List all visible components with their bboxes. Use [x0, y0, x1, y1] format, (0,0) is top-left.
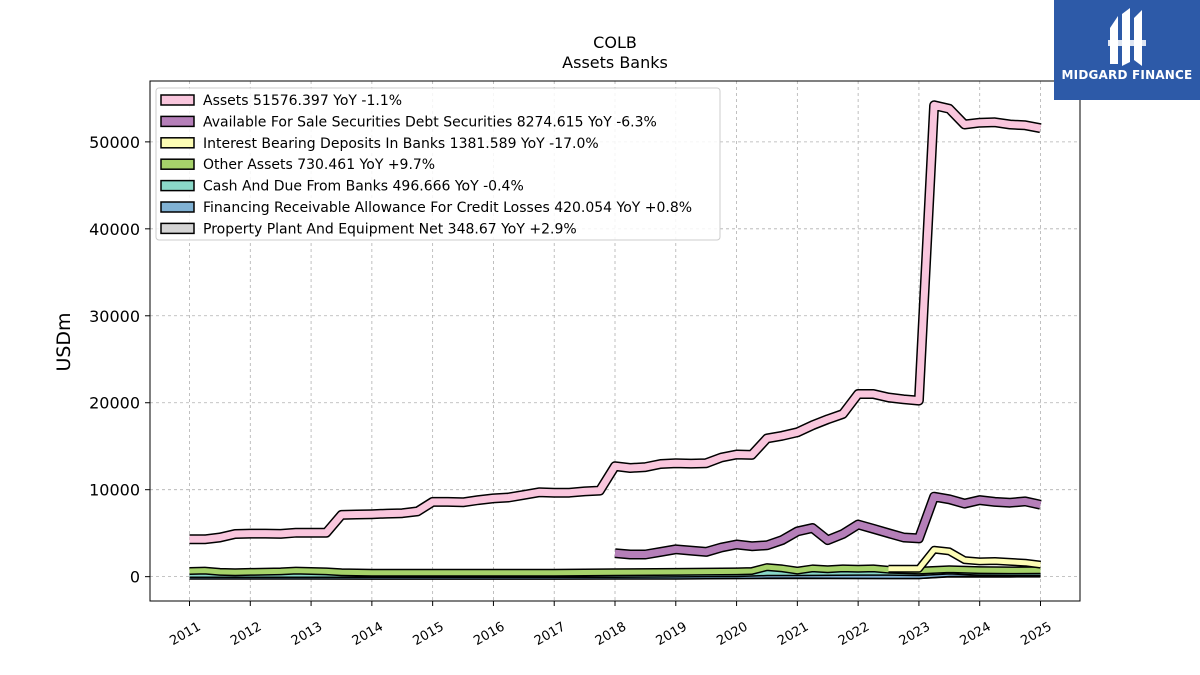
x-axis-ticks: 2011 2012 2013 2014 2015 2016 2017 2018 2019 2020…	[167, 601, 1054, 649]
x-tick-label: 2014	[350, 619, 386, 649]
series-line	[888, 547, 1041, 572]
brand-logo: MIDGARD FINANCE	[1054, 0, 1200, 100]
x-tick-label: 2018	[593, 619, 629, 649]
series-assets	[189, 100, 1042, 545]
legend-swatch	[160, 222, 195, 235]
plot-frame	[149, 80, 1081, 602]
series-available-for-sale-securities-debt-securities	[614, 491, 1042, 560]
legend-entry: Assets 51576.397 YoY -1.1%	[203, 93, 402, 109]
legend-entry: Property Plant And Equipment Net 348.67 …	[203, 221, 577, 237]
x-tick-label: 2025	[1018, 619, 1054, 649]
series-line	[614, 493, 1042, 558]
legend-entry: Cash And Due From Banks 496.666 YoY -0.4…	[203, 179, 524, 195]
series-outline	[614, 491, 1042, 560]
legend-entry: Available For Sale Securities Debt Secur…	[203, 114, 657, 130]
x-tick-label: 2021	[775, 619, 811, 649]
x-tick-label: 2012	[228, 619, 264, 649]
x-tick-label: 2022	[836, 619, 872, 649]
legend-swatch	[160, 137, 195, 149]
y-tick-label: 50000	[89, 133, 140, 152]
y-tick-label: 0	[130, 568, 140, 587]
x-tick-label: 2017	[532, 619, 568, 649]
series-layer	[189, 100, 1042, 580]
brand-name: MIDGARD FINANCE	[1061, 68, 1193, 82]
x-tick-label: 2013	[289, 619, 325, 649]
x-tick-label: 2024	[958, 619, 994, 649]
legend-swatch	[160, 179, 195, 192]
legend-entry: Financing Receivable Allowance For Credi…	[203, 200, 692, 216]
y-axis-ticks: 0 10000 20000 30000 40000 50000	[89, 133, 150, 587]
legend-swatch	[160, 115, 195, 128]
y-axis-label: USDm	[53, 312, 75, 371]
legend-swatch	[160, 94, 195, 106]
legend-entry: Other Assets 730.461 YoY +9.7%	[203, 157, 435, 173]
x-tick-label: 2015	[410, 619, 446, 649]
legend: Assets 51576.397 YoY -1.1% Available For …	[155, 87, 721, 241]
x-tick-label: 2016	[471, 619, 507, 649]
y-tick-label: 10000	[89, 481, 140, 500]
x-tick-label: 2020	[714, 619, 750, 649]
chart-subtitle: Assets Banks	[562, 53, 668, 72]
y-tick-label: 30000	[89, 307, 140, 326]
x-tick-label: 2019	[654, 619, 690, 649]
chart-title: COLB	[593, 33, 637, 52]
legend-swatch	[160, 158, 195, 170]
x-tick-label: 2023	[897, 619, 933, 649]
series-interest-bearing-deposits-in-banks	[888, 545, 1041, 573]
y-tick-label: 20000	[89, 394, 140, 413]
series-line	[189, 101, 1042, 543]
y-tick-label: 40000	[89, 220, 140, 239]
legend-box	[155, 87, 721, 241]
x-tick-label: 2011	[167, 619, 203, 649]
midgard-logo-icon	[1108, 8, 1146, 66]
legend-swatch	[160, 201, 195, 213]
legend-entry: Interest Bearing Deposits In Banks 1381.…	[203, 136, 599, 152]
